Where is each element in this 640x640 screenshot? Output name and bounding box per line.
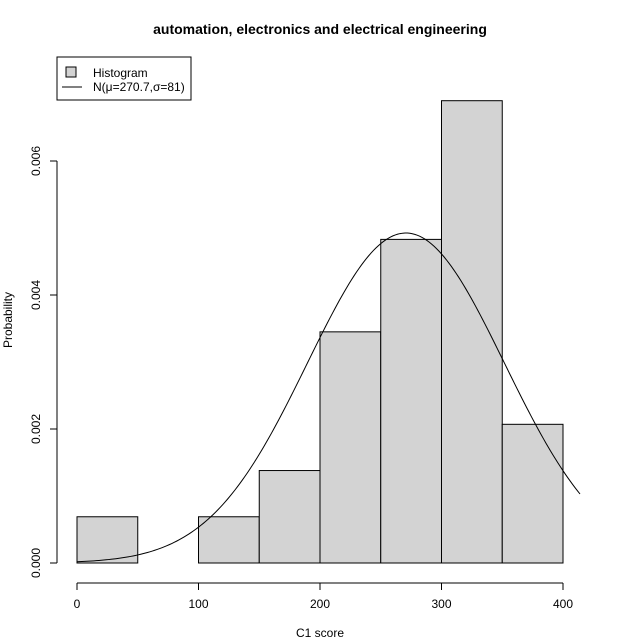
legend-histogram-label: Histogram (93, 66, 148, 80)
legend: Histogram N(μ=270.7,σ=81) (56, 56, 192, 101)
legend-curve-label: N(μ=270.7,σ=81) (93, 80, 185, 94)
histogram-bar-4 (319, 331, 382, 564)
x-tick-label-4: 400 (553, 597, 573, 611)
chart-title: automation, electronics and electrical e… (153, 21, 487, 37)
y-tick-label-3: 0.006 (29, 146, 43, 176)
histogram-bar-2 (198, 516, 260, 564)
legend-box (56, 56, 192, 101)
x-axis-label: C1 score (296, 626, 344, 640)
histogram-bar-3 (258, 470, 321, 564)
legend-histogram-swatch (65, 66, 77, 78)
histogram-bar-6 (441, 100, 503, 564)
histogram-bar-5 (380, 238, 442, 564)
x-tick-label-2: 200 (310, 597, 330, 611)
y-tick-label-1: 0.002 (29, 414, 43, 444)
y-axis: 0.000 0.002 0.004 0.006 (29, 146, 58, 578)
histogram-bars (76, 100, 564, 564)
x-tick-label-1: 100 (188, 597, 208, 611)
histogram-bar-0 (76, 516, 139, 564)
x-tick-label-3: 300 (431, 597, 451, 611)
x-axis: 0 100 200 300 400 (74, 582, 573, 611)
y-tick-label-2: 0.004 (29, 280, 43, 310)
y-tick-label-0: 0.000 (29, 548, 43, 578)
y-axis-label: Probability (1, 292, 15, 348)
x-tick-label-0: 0 (74, 597, 81, 611)
normal-curve (76, 232, 581, 563)
histogram-bar-7 (501, 423, 564, 564)
